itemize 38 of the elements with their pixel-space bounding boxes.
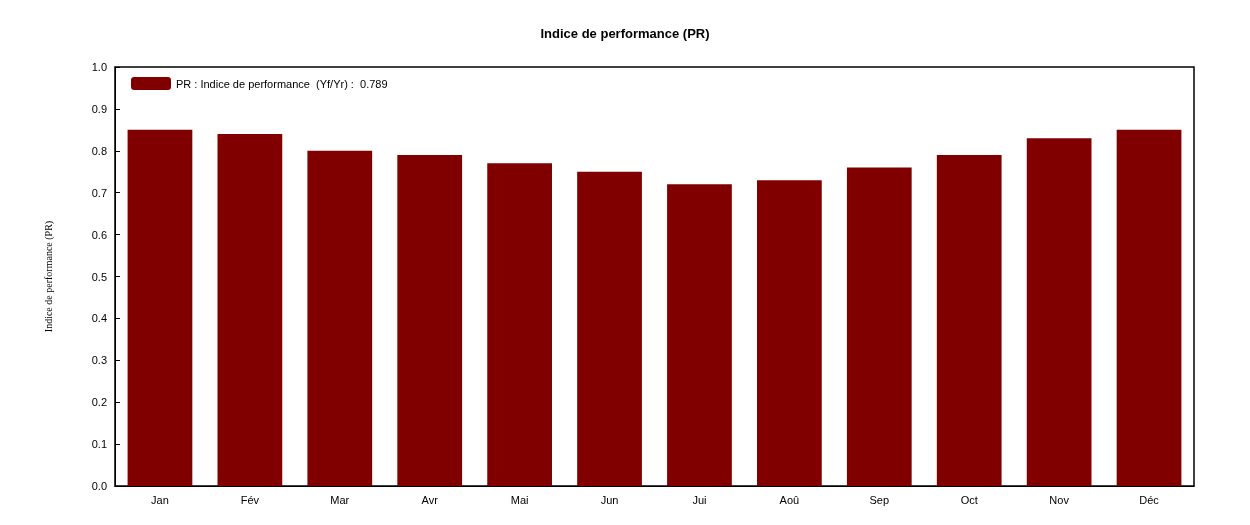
y-tick-label: 0.7 [91,186,107,199]
x-tick-label: Nov [1049,493,1070,506]
x-tick-label: Jun [600,493,619,506]
bar [936,154,1002,486]
bar [667,184,732,486]
y-tick-label: 1.0 [91,61,107,73]
bar [127,129,193,486]
y-tick-label: 0.5 [91,270,107,283]
x-tick-label: Aoû [779,493,800,506]
x-tick-label: Jan [151,493,169,506]
x-tick-label: Mai [510,493,529,506]
x-tick-label: Avr [421,493,439,506]
bar [217,134,283,486]
legend-label: PR : Indice de performance (Yf/Yr) : 0.789 [176,77,388,90]
y-tick-label: 0.4 [91,312,107,325]
y-tick-label: 0.9 [91,102,107,115]
bar [1026,138,1092,486]
chart-title: Indice de performance (PR) [540,26,710,41]
x-tick-label: Mar [330,493,350,506]
bar [487,163,552,486]
y-tick-label: 0.0 [91,480,107,492]
y-axis-title: Indice de performance (PR) [42,220,55,333]
bar [757,180,822,486]
bar [1116,129,1182,486]
y-tick-label: 0.6 [91,228,107,241]
x-tick-label: Sep [869,493,890,506]
y-tick-label: 0.2 [91,396,107,409]
x-tick-label: Jui [692,493,707,506]
y-tick-label: 0.3 [91,354,107,367]
x-tick-label: Fév [240,493,260,506]
y-tick-label: 0.8 [91,144,107,157]
bar [397,154,463,486]
bar [846,167,912,486]
y-tick-label: 0.1 [91,438,107,451]
x-tick-label: Oct [960,493,978,506]
x-tick-label: Déc [1139,493,1160,506]
bar [307,150,373,486]
bar [577,171,642,486]
